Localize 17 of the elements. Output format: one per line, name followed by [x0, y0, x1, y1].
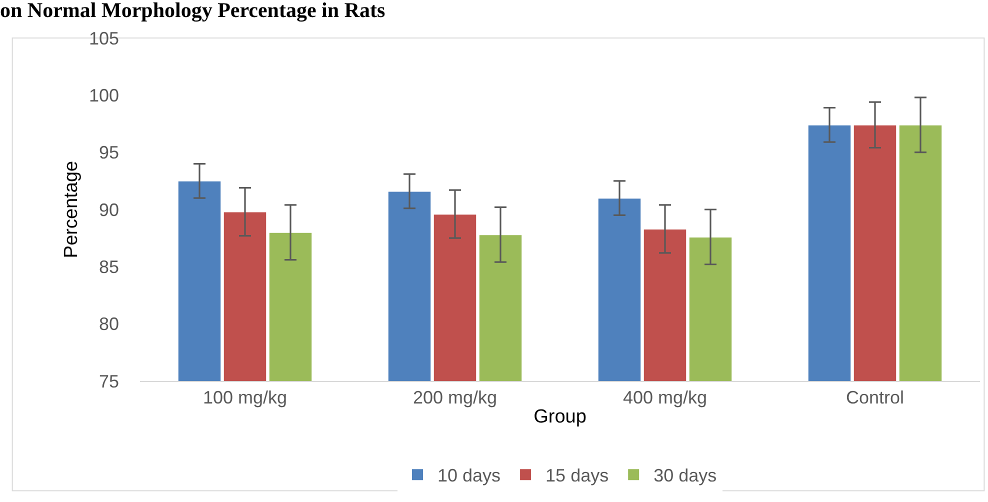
y-tick-label: 100: [88, 85, 119, 106]
x-axis-title: Group: [534, 406, 586, 428]
legend-label: 10 days: [438, 466, 501, 486]
y-tick-label: 80: [98, 314, 119, 334]
y-tick-label: 95: [98, 142, 119, 163]
legend-label: 30 days: [654, 466, 717, 486]
y-tick-label: 105: [88, 28, 119, 48]
y-tick-label: 90: [98, 200, 119, 220]
y-tick-label: 85: [98, 256, 119, 277]
y-tick-label: 75: [98, 371, 119, 392]
legend-label: 15 days: [546, 466, 609, 486]
y-axis-title: Percentage: [60, 160, 82, 258]
x-tick-label: Control: [846, 388, 904, 408]
x-tick-label: 200 mg/kg: [412, 388, 498, 408]
chart-title: on Normal Morphology Percentage in Rats: [0, 0, 386, 22]
x-tick-label: 400 mg/kg: [622, 388, 708, 408]
x-tick-label: 100 mg/kg: [202, 388, 288, 408]
